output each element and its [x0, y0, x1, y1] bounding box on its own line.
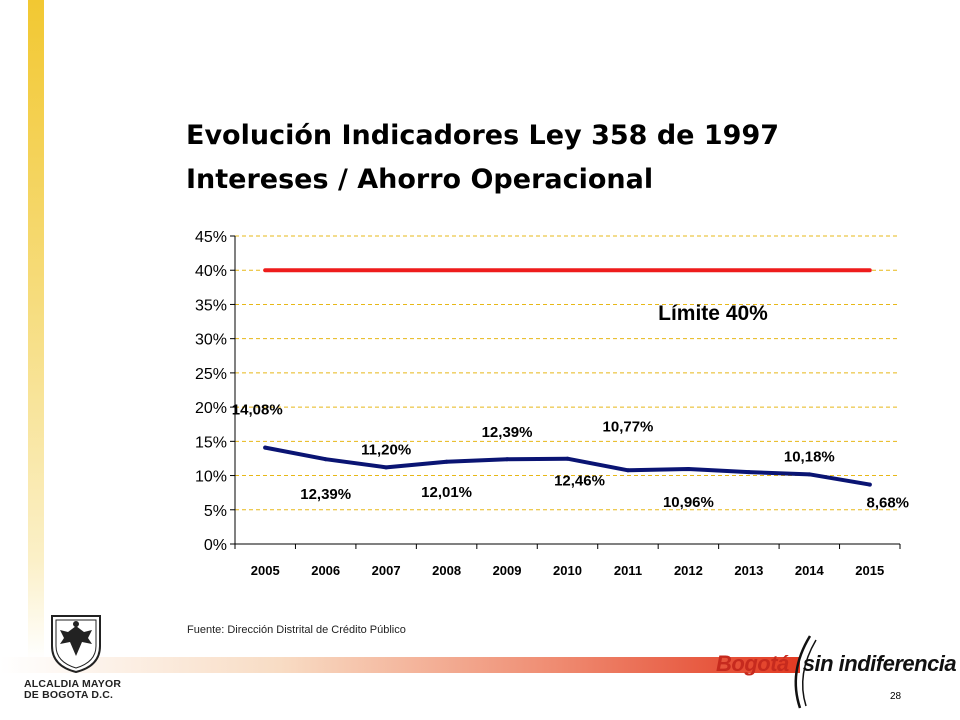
data-label: 12,46%: [554, 473, 605, 490]
series-point: [867, 482, 872, 487]
brand-part-2: sin indiferencia: [802, 651, 957, 676]
page-title: Evolución Indicadores Ley 358 de 1997 In…: [186, 114, 779, 202]
limit-annotation: Límite 40%: [658, 302, 768, 325]
x-tick-label: 2011: [614, 563, 642, 578]
logo-line-2: DE BOGOTA D.C.: [24, 689, 114, 701]
x-tick-label: 2015: [855, 563, 884, 578]
y-tick-label: 20%: [195, 400, 227, 417]
y-tick-label: 0%: [204, 537, 227, 554]
y-tick-label: 10%: [195, 469, 227, 486]
coat-of-arms-icon: [51, 615, 101, 674]
brand-swoosh-icon: [794, 635, 817, 709]
y-tick-label: 40%: [195, 263, 227, 280]
bogota-brand-logo: Bogotá sin indiferencia: [716, 651, 957, 677]
x-tick-label: 2013: [734, 563, 763, 578]
series-point: [263, 445, 268, 450]
data-label: 12,39%: [482, 424, 533, 441]
decorative-side-bar: [28, 0, 44, 660]
title-line-2: Intereses / Ahorro Operacional: [186, 164, 654, 195]
data-label: 10,77%: [603, 418, 654, 435]
series-point: [323, 457, 328, 462]
y-tick-label: 45%: [195, 229, 227, 246]
series-point: [807, 472, 812, 477]
series-point: [384, 465, 389, 470]
logo-line-1: ALCALDIA MAYOR: [24, 678, 122, 690]
x-tick-label: 2012: [674, 563, 703, 578]
y-tick-label: 35%: [195, 297, 227, 314]
series-point: [746, 470, 751, 475]
series-point: [444, 459, 449, 464]
decorative-bottom-band: [0, 657, 800, 673]
page-number: 28: [890, 691, 902, 702]
y-tick-label: 30%: [195, 332, 227, 349]
x-tick-label: 2007: [372, 563, 401, 578]
data-label: 8,68%: [866, 495, 909, 512]
x-tick-label: 2010: [553, 563, 582, 578]
x-tick-label: 2009: [493, 563, 522, 578]
data-label: 10,18%: [784, 448, 835, 465]
series-point: [625, 468, 630, 473]
data-label: 12,39%: [300, 486, 351, 503]
x-tick-label: 2014: [795, 563, 825, 578]
series-point: [686, 466, 691, 471]
series-point: [505, 457, 510, 462]
data-label: 11,20%: [361, 441, 411, 458]
brand-part-1: Bogotá: [716, 651, 789, 676]
alcaldia-logo-text: ALCALDIA MAYOR DE BOGOTA D.C.: [24, 679, 121, 701]
y-tick-label: 25%: [195, 366, 227, 383]
data-label: 14,08%: [232, 402, 283, 419]
y-tick-label: 15%: [195, 434, 227, 451]
source-note: Fuente: Dirección Distrital de Crédito P…: [187, 624, 406, 636]
series-point: [565, 456, 570, 461]
y-tick-label: 5%: [204, 503, 227, 520]
title-line-1: Evolución Indicadores Ley 358 de 1997: [186, 120, 780, 151]
x-tick-label: 2008: [432, 563, 461, 578]
x-tick-label: 2006: [311, 563, 340, 578]
data-label: 10,96%: [663, 494, 714, 511]
x-tick-label: 2005: [251, 563, 280, 578]
data-label: 12,01%: [421, 484, 472, 501]
